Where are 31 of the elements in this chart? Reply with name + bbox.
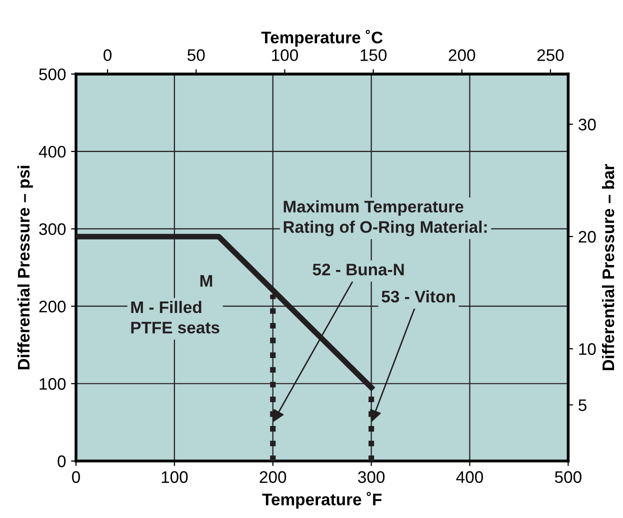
x2-tick-label: 250: [537, 49, 564, 62]
annotation: M - Filled PTFE seats: [131, 300, 220, 334]
x-tick-label: 400: [456, 471, 483, 483]
y-tick-label: 200: [39, 300, 66, 312]
y2-tick-label: 10: [579, 343, 596, 355]
x-tick-label: 500: [554, 471, 582, 483]
y2-axis-title: Differential Pressure – bar: [602, 164, 614, 370]
y-tick-label: 100: [40, 378, 66, 390]
y2-tick-label: 30: [578, 118, 596, 130]
y-tick-label: 0: [58, 455, 66, 468]
x-tick-label: 100: [162, 471, 188, 483]
annotation: 52 - Buna-N: [312, 264, 404, 276]
x2-tick-label: 100: [272, 49, 298, 62]
x-axis-title: Temperature ˚F: [262, 492, 382, 509]
x2-tick-label: 50: [188, 49, 205, 62]
x2-axis-title: Temperature ˚C: [261, 30, 383, 47]
y-tick-label: 400: [38, 146, 66, 158]
y2-tick-label: 5: [578, 399, 586, 412]
y-tick-label: 300: [39, 223, 66, 236]
annotation: 53 - Viton: [382, 290, 455, 303]
y-axis-title: Differential Pressure – psi: [17, 166, 33, 370]
annotation: Maximum Temperature Rating of O-Ring Material:: [284, 200, 487, 236]
x2-tick-label: 150: [360, 49, 387, 62]
x2-tick-label: 200: [448, 49, 476, 62]
x-tick-label: 0: [72, 471, 80, 483]
y-tick-label: 500: [39, 68, 66, 80]
x-tick-label: 200: [260, 471, 286, 483]
x-tick-label: 300: [358, 471, 385, 483]
y2-tick-label: 20: [578, 230, 596, 243]
series-label: M: [200, 275, 212, 287]
x2-tick-label: 0: [104, 49, 112, 62]
